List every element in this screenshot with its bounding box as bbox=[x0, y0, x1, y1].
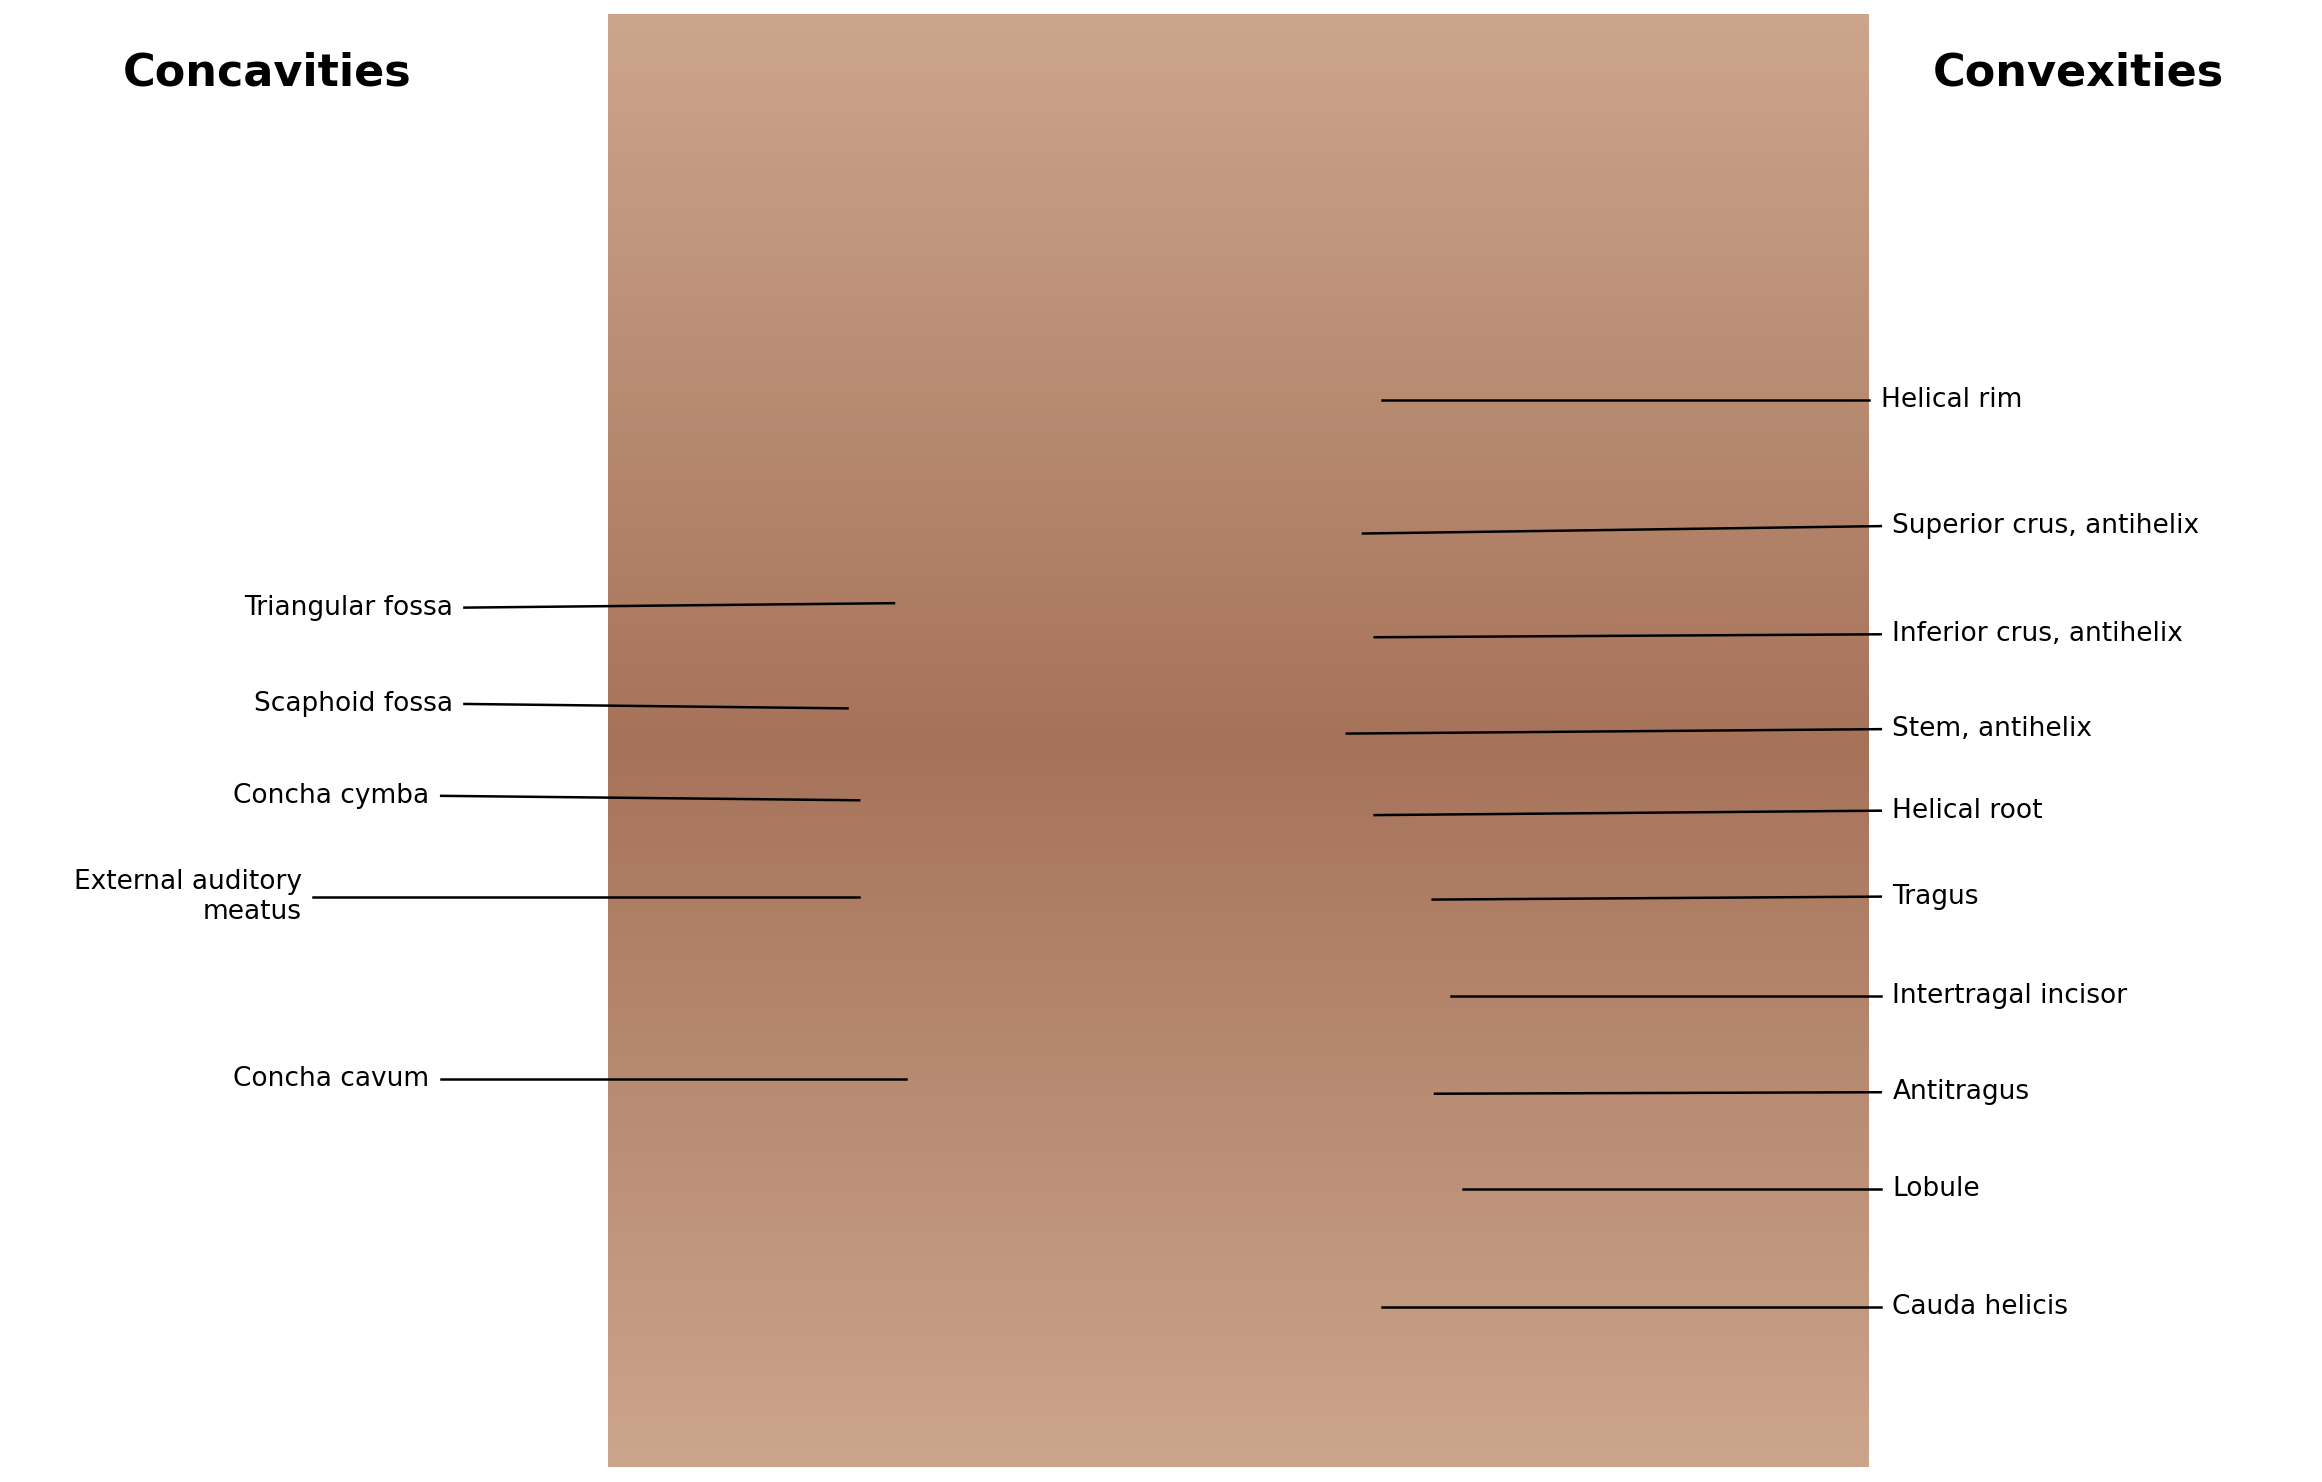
Text: Helical root: Helical root bbox=[1892, 797, 2043, 824]
Text: Cauda helicis: Cauda helicis bbox=[1892, 1294, 2069, 1320]
Text: Intertragal incisor: Intertragal incisor bbox=[1892, 983, 2127, 1009]
Text: Concha cavum: Concha cavum bbox=[235, 1066, 430, 1092]
Text: Triangular fossa: Triangular fossa bbox=[244, 594, 453, 621]
Text: Antitragus: Antitragus bbox=[1892, 1079, 2029, 1106]
Text: Concavities: Concavities bbox=[123, 52, 411, 95]
Text: Concha cymba: Concha cymba bbox=[235, 782, 430, 809]
Text: Superior crus, antihelix: Superior crus, antihelix bbox=[1892, 513, 2199, 539]
Text: Scaphoid fossa: Scaphoid fossa bbox=[253, 691, 453, 717]
Text: Stem, antihelix: Stem, antihelix bbox=[1892, 716, 2092, 742]
Text: Inferior crus, antihelix: Inferior crus, antihelix bbox=[1892, 621, 2183, 648]
Text: Convexities: Convexities bbox=[1932, 52, 2224, 95]
Text: External auditory
meatus: External auditory meatus bbox=[74, 868, 302, 925]
Text: Lobule: Lobule bbox=[1892, 1175, 1981, 1202]
Text: Tragus: Tragus bbox=[1892, 883, 1978, 910]
Text: Helical rim: Helical rim bbox=[1881, 387, 2022, 413]
